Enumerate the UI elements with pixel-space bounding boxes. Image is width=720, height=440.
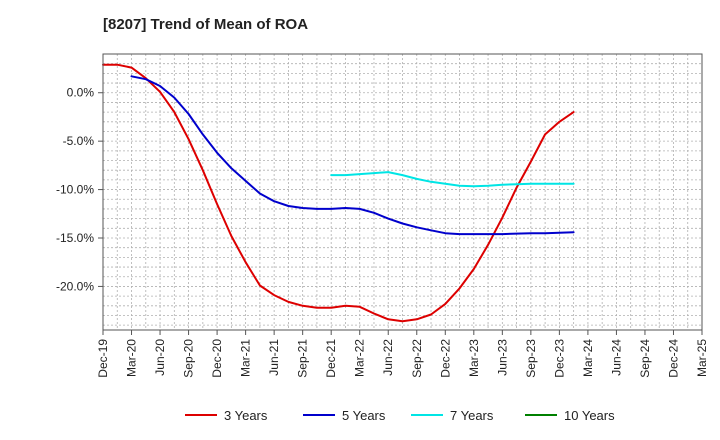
legend-label-10-years: 10 Years <box>564 408 615 423</box>
legend-label-3-years: 3 Years <box>224 408 268 423</box>
series-line-3-years <box>102 63 575 323</box>
x-tick-label: Sep-22 <box>410 339 424 378</box>
legend-label-7-years: 7 Years <box>450 408 494 423</box>
y-axis-ticks: 0.0% -5.0% -10.0% -15.0% -20.0% <box>56 86 103 293</box>
plot-area-frame <box>102 53 703 331</box>
grid-lines <box>103 53 702 330</box>
x-tick-label: Jun-22 <box>381 339 395 376</box>
x-tick-label: Mar-20 <box>125 339 139 377</box>
x-tick-label: Jun-24 <box>609 339 623 376</box>
y-tick-label: -20.0% <box>56 279 94 293</box>
y-tick-label: -15.0% <box>56 231 94 245</box>
series-line-7-years <box>330 171 575 188</box>
y-tick-label: -10.0% <box>56 183 94 197</box>
x-tick-label: Mar-25 <box>695 339 709 377</box>
x-tick-label: Dec-19 <box>96 339 110 378</box>
x-tick-label: Mar-23 <box>467 339 481 377</box>
x-tick-label: Sep-24 <box>638 339 652 378</box>
x-tick-label: Dec-20 <box>210 339 224 378</box>
x-tick-label: Sep-20 <box>182 339 196 378</box>
x-tick-label: Jun-23 <box>495 339 509 376</box>
x-tick-label: Sep-21 <box>296 339 310 378</box>
series-line-5-years <box>130 75 575 236</box>
x-tick-label: Dec-21 <box>324 339 338 378</box>
x-axis-ticks: Dec-19 Mar-20 Jun-20 Sep-20 Dec-20 Mar-21 Jun-… <box>96 330 709 378</box>
x-tick-label: Dec-22 <box>438 339 452 378</box>
x-tick-label: Jun-21 <box>267 339 281 376</box>
x-tick-label: Mar-24 <box>581 339 595 377</box>
legend-label-5-years: 5 Years <box>342 408 386 423</box>
x-tick-label: Mar-21 <box>239 339 253 377</box>
y-tick-label: 0.0% <box>67 86 95 100</box>
x-tick-label: Sep-23 <box>524 339 538 378</box>
x-tick-label: Mar-22 <box>353 339 367 377</box>
x-tick-label: Dec-23 <box>552 339 566 378</box>
chart-title: [8207] Trend of Mean of ROA <box>103 16 308 33</box>
x-tick-label: Jun-20 <box>153 339 167 376</box>
y-tick-label: -5.0% <box>63 134 95 148</box>
legend: 3 Years 5 Years 7 Years 10 Years <box>185 408 615 423</box>
series-lines <box>102 63 575 323</box>
x-tick-label: Dec-24 <box>666 339 680 378</box>
